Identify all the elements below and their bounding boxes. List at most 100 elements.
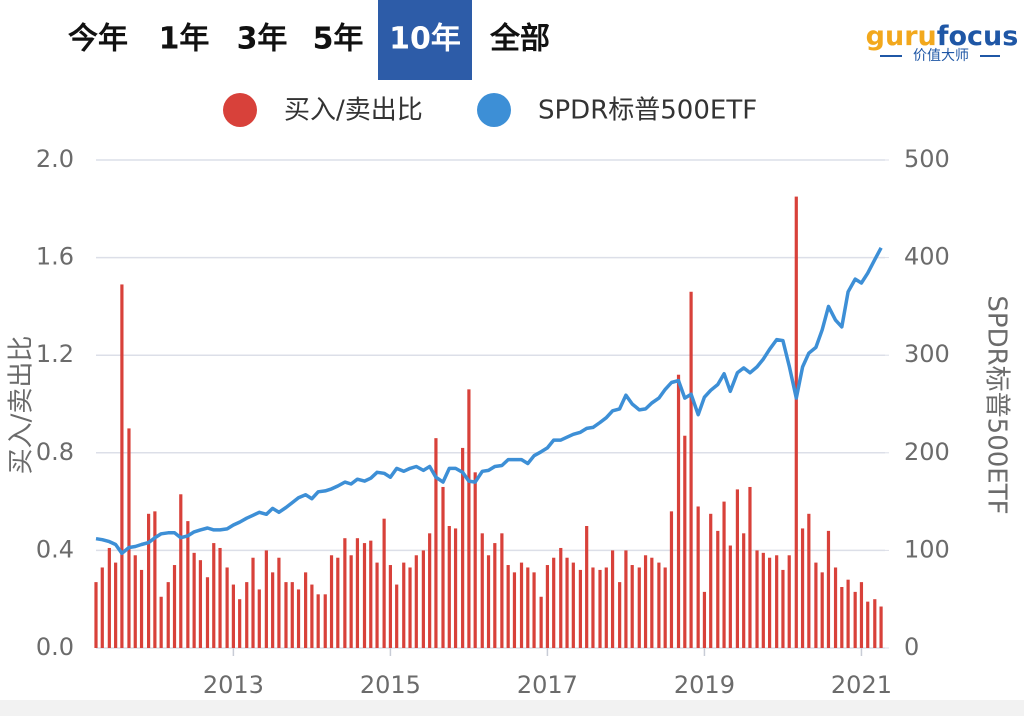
footer-strip bbox=[0, 700, 1024, 716]
bar bbox=[94, 582, 98, 648]
bar bbox=[382, 518, 386, 648]
tab[interactable]: 1年 bbox=[159, 22, 210, 57]
bar bbox=[245, 582, 249, 648]
bar bbox=[650, 557, 654, 648]
bar bbox=[696, 506, 700, 648]
plot: 0.0 0.4 0.8 1.2 1.6 2.0 0 100 200 300 400 500 2013 20… bbox=[36, 93, 950, 699]
bar bbox=[873, 599, 877, 648]
bar bbox=[585, 526, 589, 648]
bar bbox=[316, 594, 320, 648]
y-tick-label: 0.0 bbox=[36, 633, 74, 661]
bar bbox=[742, 533, 746, 648]
bar bbox=[336, 557, 340, 648]
bar bbox=[159, 596, 163, 648]
bar bbox=[800, 528, 805, 648]
bar bbox=[506, 565, 510, 648]
y-tick-label: 1.2 bbox=[36, 340, 74, 368]
bar bbox=[591, 567, 595, 648]
bar bbox=[545, 565, 550, 648]
tab-selected-bg[interactable] bbox=[378, 0, 472, 80]
y-axis-title: 买入/卖出比 bbox=[7, 336, 37, 475]
y2-tick-label: 0 bbox=[904, 633, 919, 661]
legend-label[interactable]: SPDR标普500ETF bbox=[538, 96, 757, 126]
bar bbox=[689, 291, 693, 648]
legend-label[interactable]: 买入/卖出比 bbox=[284, 96, 423, 126]
bar bbox=[866, 601, 870, 648]
bar bbox=[552, 557, 556, 648]
x-tick-label: 2021 bbox=[831, 671, 892, 699]
bar bbox=[355, 538, 360, 648]
y2-tick-label: 100 bbox=[904, 535, 950, 563]
bar bbox=[362, 543, 367, 648]
bar bbox=[395, 584, 399, 648]
bar bbox=[408, 567, 412, 648]
tab[interactable]: 5年 bbox=[313, 22, 364, 57]
bar bbox=[630, 565, 634, 648]
bar bbox=[120, 284, 124, 648]
bar bbox=[683, 435, 687, 648]
bar bbox=[716, 530, 720, 648]
bar bbox=[781, 569, 785, 648]
bar bbox=[133, 555, 137, 648]
bar bbox=[610, 550, 615, 648]
legend-swatch[interactable] bbox=[223, 93, 257, 127]
bar bbox=[251, 557, 255, 648]
bar bbox=[755, 550, 759, 648]
bar bbox=[846, 579, 850, 648]
bar bbox=[271, 572, 275, 648]
bar bbox=[447, 526, 451, 648]
bar bbox=[461, 447, 465, 648]
bar bbox=[343, 538, 347, 648]
y-tick-label: 2.0 bbox=[36, 145, 74, 173]
bar bbox=[323, 594, 327, 648]
bar bbox=[709, 513, 713, 648]
bar bbox=[794, 196, 798, 648]
bar bbox=[205, 577, 210, 648]
bar bbox=[807, 513, 811, 648]
tab-bar: 今年 1年 3年 5年 10年 全部 bbox=[68, 0, 550, 80]
bar bbox=[519, 562, 524, 648]
bar bbox=[192, 552, 196, 648]
bar bbox=[820, 572, 824, 648]
bar bbox=[663, 567, 667, 648]
bar bbox=[290, 582, 294, 648]
bar bbox=[571, 562, 575, 648]
legend-swatch[interactable] bbox=[477, 93, 511, 127]
bar bbox=[296, 589, 301, 648]
bar bbox=[624, 550, 628, 648]
bar bbox=[767, 557, 772, 648]
tab[interactable]: 全部 bbox=[489, 22, 550, 57]
logo-tagline: 价值大师 bbox=[913, 48, 969, 64]
bar bbox=[264, 550, 268, 648]
bar bbox=[578, 569, 582, 648]
y-tick-label: 0.8 bbox=[36, 438, 74, 466]
x-tick-label: 2017 bbox=[517, 671, 578, 699]
bar bbox=[349, 555, 353, 648]
bar bbox=[643, 555, 648, 648]
bar bbox=[147, 513, 151, 648]
tab[interactable]: 10年 bbox=[389, 22, 461, 57]
bar bbox=[186, 521, 190, 648]
bar bbox=[559, 547, 563, 648]
bar bbox=[428, 533, 432, 648]
bar bbox=[480, 533, 484, 648]
bar bbox=[532, 572, 536, 648]
bar bbox=[500, 533, 504, 648]
bar bbox=[879, 606, 883, 648]
bar bbox=[127, 428, 131, 648]
bar bbox=[310, 584, 314, 648]
bar bbox=[421, 550, 425, 648]
tab[interactable]: 今年 bbox=[68, 22, 128, 57]
bar bbox=[618, 582, 622, 648]
tab[interactable]: 3年 bbox=[237, 22, 288, 57]
bar bbox=[637, 567, 641, 648]
y2-tick-label: 200 bbox=[904, 438, 950, 466]
bar bbox=[153, 511, 157, 648]
bar bbox=[526, 567, 530, 648]
bar bbox=[238, 599, 242, 648]
bar bbox=[486, 555, 491, 648]
y2-axis-title: SPDR标普500ETF bbox=[982, 295, 1012, 514]
bar bbox=[441, 486, 445, 648]
bar bbox=[369, 540, 373, 648]
